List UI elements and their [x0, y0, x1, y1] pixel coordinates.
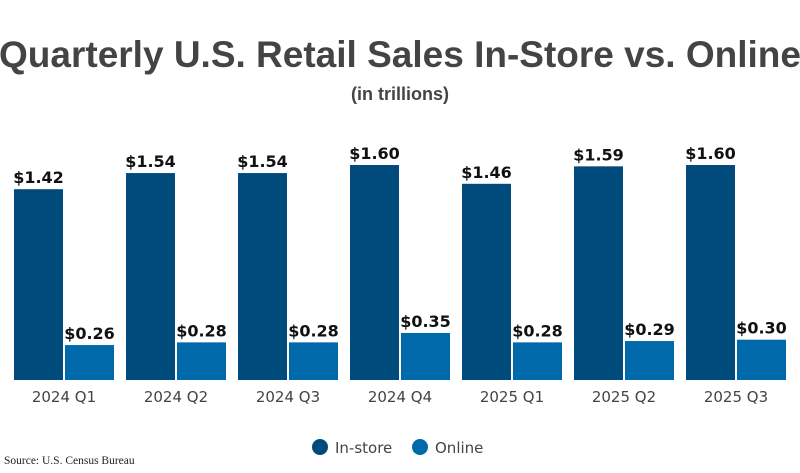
x-tick-label: 2024 Q3: [256, 388, 320, 406]
bar-online-2024-q1: [65, 345, 114, 380]
x-tick-label: 2025 Q1: [480, 388, 544, 406]
data-label: $1.54: [237, 152, 288, 171]
bar-in-store-2024-q1: [14, 189, 63, 380]
data-label: $0.35: [400, 312, 451, 331]
data-label: $1.42: [13, 168, 64, 187]
data-label: $0.28: [288, 321, 339, 340]
data-label: $0.30: [736, 319, 787, 338]
data-label: $1.59: [573, 145, 624, 164]
x-tick-label: 2024 Q1: [32, 388, 96, 406]
source-note: Source: U.S. Census Bureau: [4, 455, 135, 467]
data-label: $0.28: [512, 321, 563, 340]
bar-online-2025-q1: [513, 342, 562, 380]
x-tick-label: 2024 Q2: [144, 388, 208, 406]
legend-label-online: Online: [435, 439, 483, 457]
bar-in-store-2025-q2: [574, 166, 623, 380]
bar-in-store-2024-q3: [238, 173, 287, 380]
legend-label-in-store: In-store: [335, 439, 392, 457]
data-label: $0.26: [64, 324, 115, 343]
bar-in-store-2025-q1: [462, 183, 511, 380]
bar-online-2024-q3: [289, 342, 338, 380]
data-label: $0.29: [624, 320, 675, 339]
data-label: $1.60: [349, 144, 400, 163]
data-label: $0.28: [176, 321, 227, 340]
bar-online-2024-q2: [177, 342, 226, 380]
x-tick-label: 2025 Q3: [704, 388, 768, 406]
chart-title: Quarterly U.S. Retail Sales In-Store vs.…: [0, 34, 800, 75]
legend: In-store Online: [312, 439, 483, 457]
bar-in-store-2024-q2: [126, 173, 175, 380]
chart-subtitle: (in trillions): [351, 84, 449, 104]
bar-online-2024-q4: [401, 332, 450, 380]
data-label: $1.54: [125, 152, 176, 171]
bars: $1.42 $0.26 2024 Q1 $1.54 $0.28 2024 Q2 $1.54 $…: [13, 144, 787, 406]
data-label: $1.46: [461, 163, 512, 182]
legend-swatch-in-store: [312, 439, 328, 455]
bar-in-store-2024-q4: [350, 165, 399, 380]
bar-online-2025-q2: [625, 341, 674, 380]
data-label: $1.60: [685, 144, 736, 163]
x-tick-label: 2024 Q4: [368, 388, 432, 406]
bar-online-2025-q3: [737, 339, 786, 380]
x-tick-label: 2025 Q2: [592, 388, 656, 406]
legend-swatch-online: [412, 439, 428, 455]
bar-in-store-2025-q3: [686, 165, 735, 380]
